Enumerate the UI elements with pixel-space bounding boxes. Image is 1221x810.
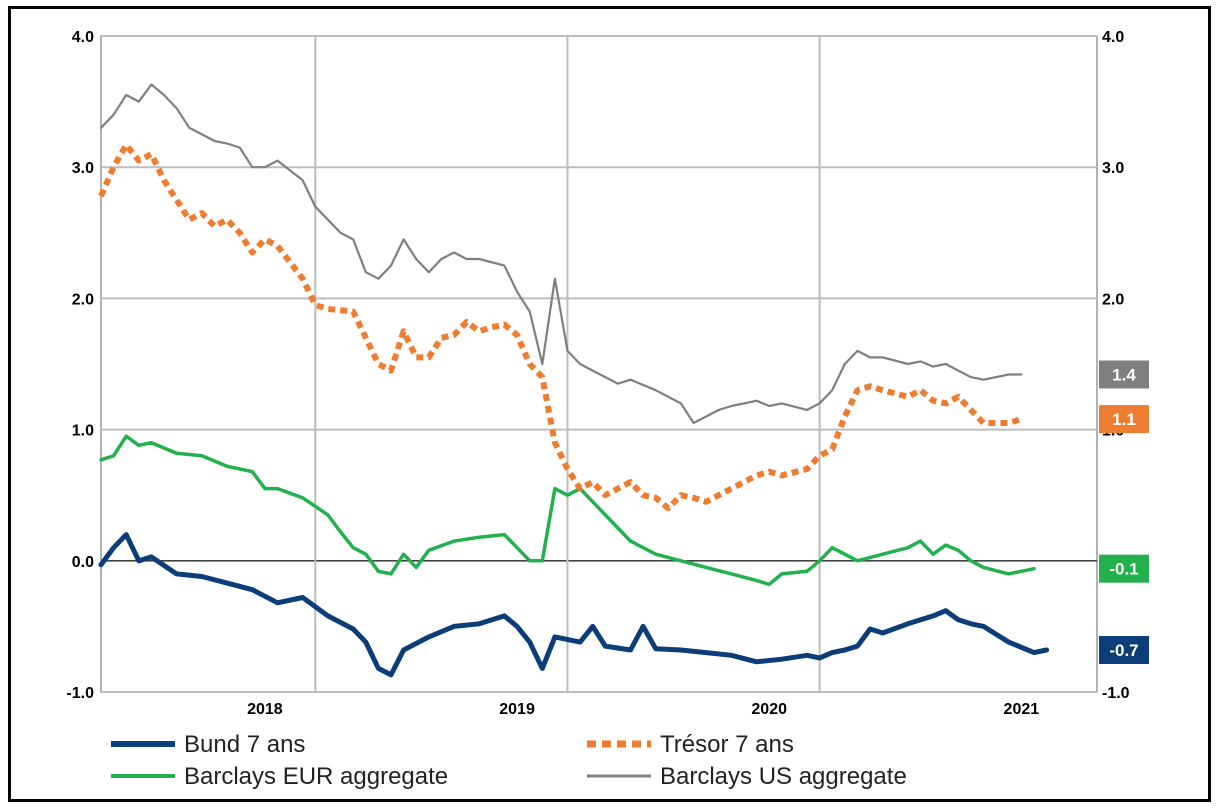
legend-label: Barclays EUR aggregate: [184, 763, 448, 790]
y-tick-label-left: 1.0: [72, 423, 94, 440]
end-value-badge: [1099, 636, 1149, 665]
x-tick-label: 2020: [751, 701, 787, 718]
y-tick-label-left: 4.0: [72, 29, 94, 46]
end-value-label: -0.1: [1109, 560, 1138, 579]
x-tick-label: 2019: [499, 701, 535, 718]
x-tick-label: 2018: [247, 701, 283, 718]
legend-label: Trésor 7 ans: [660, 731, 794, 758]
end-value-label: 1.1: [1112, 410, 1136, 429]
y-tick-label-left: -1.0: [66, 685, 94, 702]
y-tick-label-left: 3.0: [72, 160, 94, 177]
end-value-badge: [1099, 405, 1149, 434]
legend-label: Bund 7 ans: [184, 731, 305, 758]
end-value-badge: [1099, 554, 1149, 583]
end-value-badge: [1099, 360, 1149, 389]
end-value-label: 1.4: [1112, 365, 1136, 384]
y-tick-label-right: 2.0: [1102, 291, 1124, 308]
series-line-bund-7-ans: [98, 532, 1050, 678]
legend-label: Barclays US aggregate: [660, 763, 907, 790]
y-tick-label-right: -1.0: [1102, 685, 1130, 702]
y-tick-label-left: 0.0: [72, 554, 94, 571]
series-line-barclays-eur-aggregate: [99, 434, 1036, 587]
y-tick-label-left: 2.0: [72, 291, 94, 308]
x-tick-label: 2021: [1004, 701, 1040, 718]
y-tick-label-right: 4.0: [1102, 29, 1124, 46]
y-tick-label-right: 3.0: [1102, 160, 1124, 177]
series-line-tr-sor-7-ans: [98, 141, 1023, 512]
end-value-label: -0.7: [1109, 641, 1138, 660]
series-line-barclays-us-aggregate: [99, 83, 1023, 425]
